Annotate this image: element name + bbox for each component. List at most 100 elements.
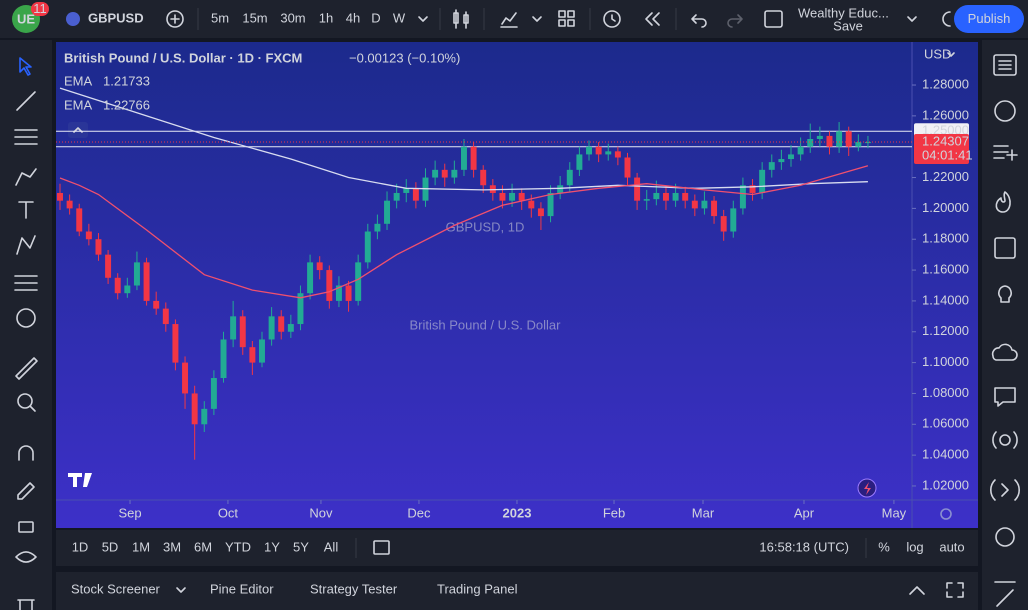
date-range-button[interactable] — [373, 540, 390, 555]
fib-tool[interactable] — [14, 129, 38, 145]
axes: 1.28000 1.26000 1.22000 1.20000 1.18000 1.160… — [118, 76, 969, 520]
notifications-button[interactable] — [994, 581, 1016, 607]
interval-button[interactable]: 1h — [319, 10, 333, 25]
expand-panel[interactable] — [909, 586, 925, 595]
streams-button[interactable] — [991, 343, 1018, 361]
ema-line — [59, 87, 868, 191]
range-button[interactable]: 6M — [194, 539, 212, 554]
notification-badge[interactable] — [31, 2, 49, 16]
candle-body — [614, 151, 621, 158]
candle-body — [537, 208, 544, 217]
currency-dropdown[interactable] — [947, 52, 955, 57]
publish-button[interactable] — [954, 5, 1024, 33]
interval-button[interactable]: 5m — [211, 10, 229, 25]
candle-body — [105, 254, 112, 278]
clock[interactable]: 16:58:18 (UTC) — [759, 539, 849, 554]
replay-panel-button[interactable] — [990, 479, 1020, 501]
alerts-button[interactable] — [994, 100, 1016, 122]
help-button[interactable] — [995, 527, 1015, 547]
layout-name[interactable]: Wealthy Educ... — [798, 5, 889, 20]
save-status[interactable]: Save — [833, 18, 863, 33]
interval-button[interactable]: W — [393, 10, 406, 25]
range-button[interactable]: 1D — [72, 539, 89, 554]
interval-button[interactable]: 15m — [242, 10, 267, 25]
zoom-tool[interactable] — [17, 393, 33, 409]
y-tick-label: 1.22000 — [922, 169, 969, 184]
compare-button[interactable] — [166, 10, 184, 28]
y-tick-label: 1.28000 — [922, 76, 969, 91]
candle-body — [326, 270, 333, 301]
trend-line-tool[interactable] — [16, 91, 36, 111]
range-button[interactable]: 5Y — [293, 539, 309, 554]
lock-tool[interactable] — [18, 521, 34, 533]
watchlist-button[interactable] — [993, 54, 1017, 76]
brush-tool[interactable] — [15, 168, 37, 186]
interval-button[interactable]: 4h — [346, 10, 360, 25]
alert-button[interactable] — [603, 10, 621, 28]
cursor-tool[interactable] — [19, 57, 32, 76]
candle-body — [191, 393, 198, 425]
layout-toggle[interactable] — [764, 10, 783, 28]
delete-tool[interactable] — [17, 599, 35, 610]
measure-tool[interactable] — [15, 357, 38, 380]
x-tick-label: 2023 — [503, 505, 532, 520]
candle-body — [393, 192, 400, 201]
chat-button[interactable] — [994, 387, 1016, 407]
collapse-legend[interactable] — [68, 122, 88, 138]
object-tree-button[interactable] — [993, 145, 1018, 161]
calendar-button[interactable] — [994, 237, 1016, 259]
symbol-name[interactable]: GBPUSD — [88, 10, 144, 25]
candle-body — [595, 146, 602, 155]
layout-dropdown[interactable] — [907, 16, 917, 22]
candle-body — [153, 300, 160, 309]
currency-label[interactable]: USD — [924, 46, 951, 61]
range-button[interactable]: 1M — [132, 539, 150, 554]
interval-button-active[interactable]: D — [371, 10, 380, 25]
range-button[interactable]: All — [324, 539, 339, 554]
interval-dropdown[interactable] — [418, 16, 428, 22]
visibility-tool[interactable] — [15, 551, 37, 563]
text-tool[interactable] — [18, 201, 34, 219]
prediction-tool[interactable] — [14, 275, 38, 291]
indicators-button[interactable] — [500, 12, 518, 28]
panel-tab[interactable]: Trading Panel — [437, 581, 518, 596]
range-button[interactable]: 3M — [163, 539, 181, 554]
layouts-button[interactable] — [558, 10, 575, 27]
range-button[interactable]: YTD — [225, 539, 251, 554]
candle-body — [788, 154, 794, 160]
candle-body — [711, 200, 718, 217]
legend-value: 1.21733 — [103, 73, 150, 88]
indicators-dropdown[interactable] — [532, 16, 542, 22]
x-tick-label: Apr — [794, 505, 815, 520]
screener-dropdown[interactable] — [176, 587, 186, 593]
auto-toggle[interactable]: auto — [939, 539, 964, 554]
hotlist-button[interactable] — [995, 191, 1011, 213]
publish-label: Publish — [968, 11, 1011, 26]
percent-toggle[interactable]: % — [878, 539, 890, 554]
candle-body — [797, 146, 804, 155]
icon-tool[interactable] — [16, 308, 36, 328]
fullscreen-button[interactable] — [946, 582, 964, 598]
undo-button[interactable] — [691, 14, 707, 28]
chart-type-button[interactable] — [453, 9, 469, 29]
replay-button[interactable] — [645, 12, 660, 26]
range-button[interactable]: 1Y — [264, 539, 280, 554]
ideas-button[interactable] — [998, 285, 1012, 303]
interval-button[interactable]: 30m — [280, 10, 305, 25]
candle-body — [682, 192, 689, 201]
range-button[interactable]: 5D — [102, 539, 119, 554]
candle-body — [85, 231, 92, 240]
log-toggle[interactable]: log — [906, 539, 923, 554]
settings-button[interactable] — [940, 508, 952, 520]
quick-search[interactable] — [942, 11, 951, 27]
candle-body — [826, 135, 833, 147]
pattern-tool[interactable] — [16, 235, 36, 255]
panel-tab[interactable]: Pine Editor — [210, 581, 274, 596]
panel-tab[interactable]: Strategy Tester — [310, 581, 398, 596]
broadcast-button[interactable] — [999, 434, 1011, 446]
candle-body — [355, 262, 362, 301]
panel-tab[interactable]: Stock Screener — [71, 581, 161, 596]
drawing-mode[interactable] — [17, 482, 35, 500]
magnet-tool[interactable] — [18, 445, 34, 461]
redo-button[interactable] — [727, 14, 743, 28]
